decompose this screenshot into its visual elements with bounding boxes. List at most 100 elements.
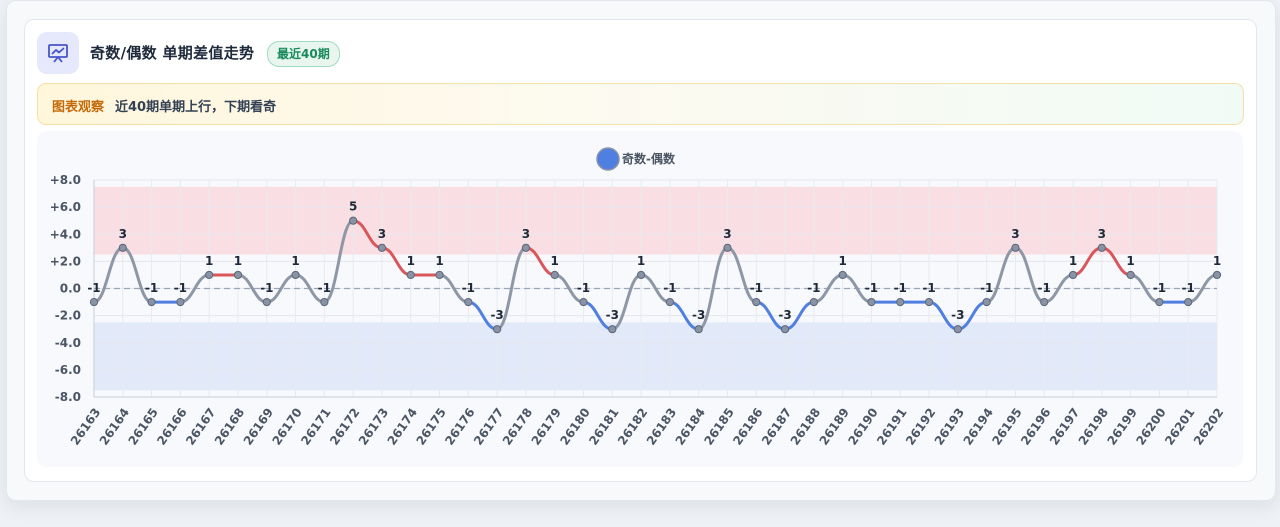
y-tick-label: -4.0 bbox=[55, 336, 81, 350]
data-point bbox=[809, 297, 818, 307]
data-label: 3 bbox=[1098, 227, 1106, 241]
data-point bbox=[982, 297, 991, 307]
legend-label: 奇数-偶数 bbox=[622, 151, 676, 166]
data-point bbox=[147, 297, 156, 307]
data-label: 1 bbox=[838, 254, 846, 268]
data-point bbox=[838, 270, 847, 280]
data-label: 1 bbox=[234, 254, 242, 268]
data-point bbox=[377, 243, 387, 252]
data-label: -1 bbox=[1182, 281, 1195, 295]
data-point bbox=[1068, 270, 1078, 280]
data-label: -1 bbox=[894, 281, 907, 295]
data-point bbox=[953, 325, 962, 334]
data-point bbox=[752, 297, 761, 307]
data-point bbox=[262, 297, 271, 307]
data-label: -1 bbox=[462, 281, 475, 295]
y-tick-label: +6.0 bbox=[50, 200, 81, 214]
data-label: 1 bbox=[407, 254, 415, 268]
data-label: -1 bbox=[807, 281, 820, 295]
data-point bbox=[493, 325, 502, 334]
data-label: -1 bbox=[1038, 281, 1051, 295]
observation-label: 图表观察 bbox=[52, 100, 105, 115]
y-tick-label: +8.0 bbox=[50, 173, 81, 187]
data-point bbox=[349, 216, 358, 225]
band-0 bbox=[94, 186, 1217, 255]
data-label: 1 bbox=[291, 254, 299, 268]
data-point bbox=[233, 270, 243, 280]
data-point bbox=[579, 297, 588, 307]
data-label: -1 bbox=[87, 281, 100, 295]
y-tick-label: -6.0 bbox=[55, 363, 81, 377]
data-point bbox=[867, 297, 876, 307]
data-point bbox=[780, 325, 790, 334]
data-label: 1 bbox=[205, 254, 213, 268]
data-point bbox=[1184, 297, 1193, 307]
data-label: -1 bbox=[750, 281, 763, 295]
data-point bbox=[89, 297, 99, 307]
data-label: -3 bbox=[951, 308, 964, 322]
data-label: -1 bbox=[318, 281, 331, 295]
data-label: -1 bbox=[145, 281, 158, 295]
observation-text: 近40期单期上行，下期看奇 bbox=[115, 100, 277, 115]
data-label: -3 bbox=[692, 308, 705, 322]
data-point bbox=[896, 297, 905, 307]
series-segment bbox=[697, 246, 729, 331]
data-label: -1 bbox=[260, 281, 273, 295]
y-tick-label: +2.0 bbox=[50, 254, 81, 268]
data-label: 3 bbox=[723, 227, 731, 241]
data-label: -1 bbox=[174, 281, 187, 295]
data-point bbox=[1097, 243, 1106, 252]
data-point bbox=[406, 270, 415, 280]
data-point bbox=[924, 297, 934, 307]
data-point bbox=[665, 297, 674, 307]
series-segment bbox=[495, 246, 528, 331]
data-point bbox=[550, 270, 559, 280]
data-label: 1 bbox=[1126, 254, 1134, 268]
data-point bbox=[1011, 243, 1020, 252]
data-point bbox=[521, 243, 531, 252]
data-label: 3 bbox=[378, 227, 386, 241]
data-point bbox=[1040, 297, 1049, 307]
data-label: 1 bbox=[1213, 254, 1221, 268]
data-label: -3 bbox=[606, 308, 619, 322]
data-label: 5 bbox=[349, 200, 357, 214]
x-tick-label: 26202 bbox=[1191, 406, 1226, 448]
chart-presentation-icon bbox=[37, 32, 79, 74]
data-point bbox=[1155, 297, 1164, 307]
data-label: 3 bbox=[522, 227, 530, 241]
data-point bbox=[118, 243, 127, 252]
data-label: 3 bbox=[119, 227, 127, 241]
data-label: -1 bbox=[922, 281, 935, 295]
data-label: 3 bbox=[1011, 227, 1019, 241]
data-point bbox=[637, 270, 646, 280]
y-tick-label: -8.0 bbox=[55, 390, 81, 404]
legend-marker bbox=[596, 147, 620, 171]
y-tick-label: -2.0 bbox=[55, 309, 81, 323]
data-point bbox=[205, 270, 214, 280]
data-point bbox=[320, 297, 329, 307]
data-point bbox=[694, 325, 703, 334]
data-label: 1 bbox=[435, 254, 443, 268]
data-label: -1 bbox=[663, 281, 676, 295]
chart-title: 奇数/偶数 单期差值走势 bbox=[90, 44, 255, 62]
data-point bbox=[1212, 270, 1222, 280]
data-point bbox=[176, 297, 185, 307]
data-label: 1 bbox=[637, 254, 645, 268]
data-label: -3 bbox=[778, 308, 791, 322]
data-point bbox=[1126, 270, 1135, 280]
data-label: -1 bbox=[865, 281, 878, 295]
data-point bbox=[435, 270, 444, 280]
data-label: -1 bbox=[1153, 281, 1166, 295]
observation-banner: 图表观察 近40期单期上行，下期看奇 bbox=[37, 83, 1244, 125]
data-point bbox=[464, 297, 473, 307]
period-badge: 最近40期 bbox=[267, 41, 340, 67]
data-point bbox=[723, 243, 732, 252]
data-label: 1 bbox=[551, 254, 559, 268]
y-tick-label: 0.0 bbox=[60, 282, 81, 296]
data-label: 1 bbox=[1069, 254, 1077, 268]
data-label: -1 bbox=[980, 281, 993, 295]
band-1 bbox=[94, 322, 1217, 391]
series-segment bbox=[322, 219, 355, 304]
y-tick-label: +4.0 bbox=[50, 227, 81, 241]
